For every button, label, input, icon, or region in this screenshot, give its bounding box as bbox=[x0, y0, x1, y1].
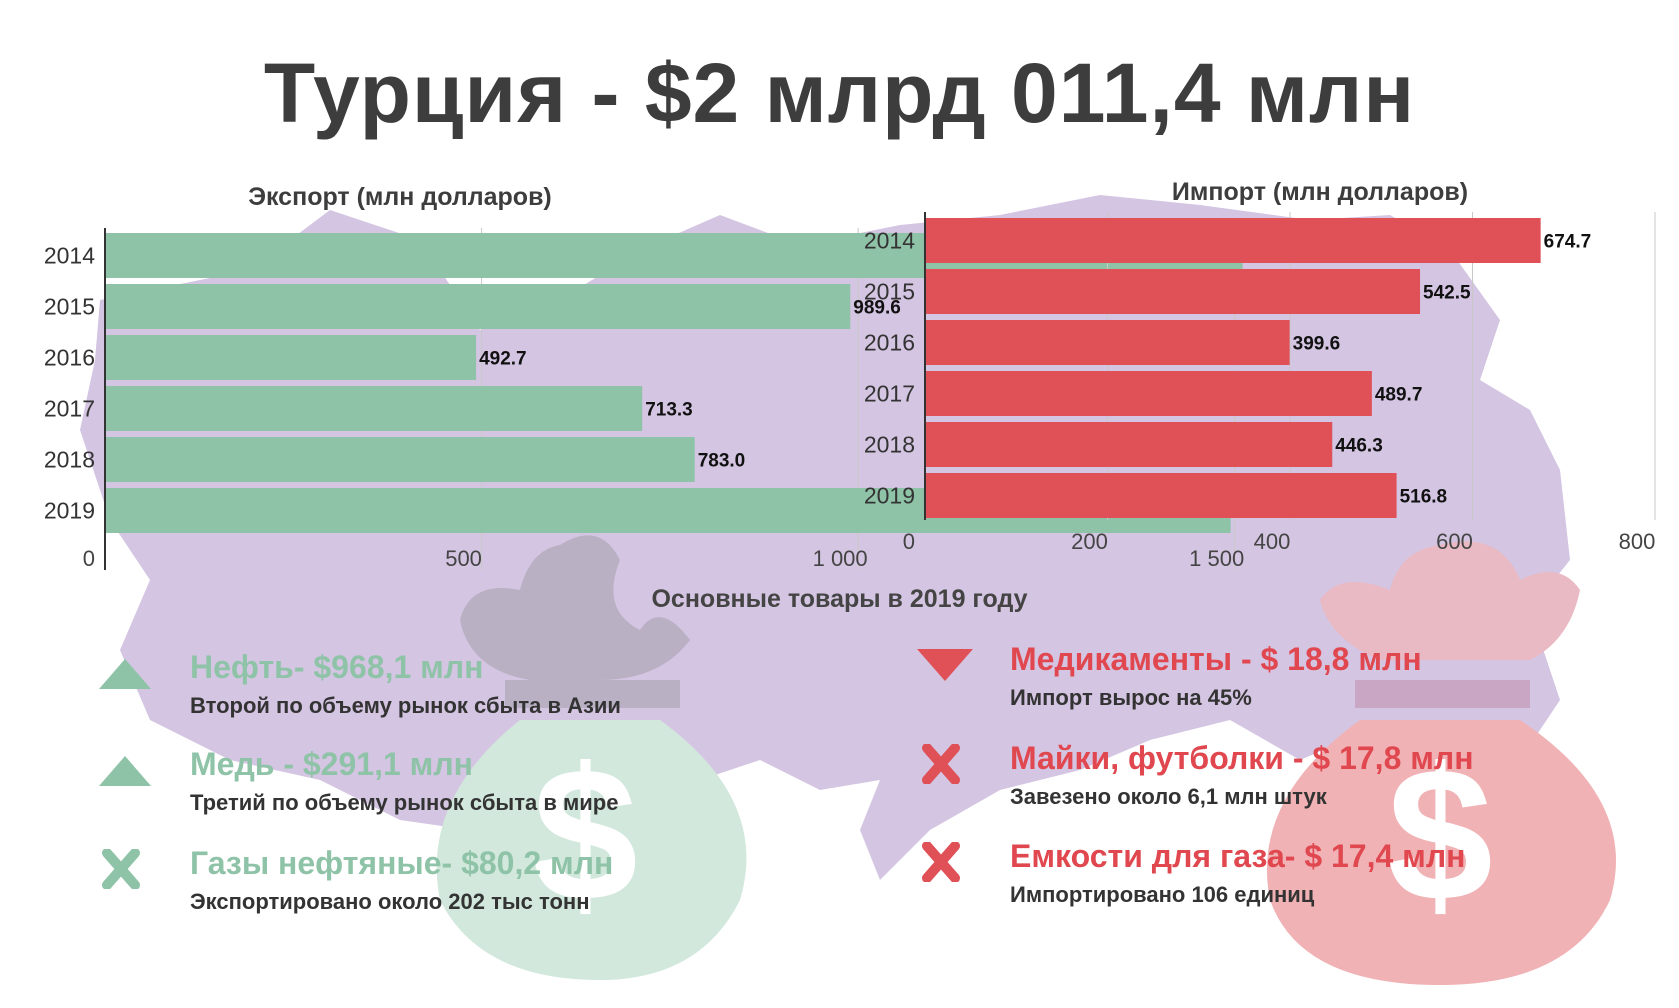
triangle-up-icon bbox=[99, 756, 151, 786]
triangle-down-icon bbox=[917, 649, 973, 681]
bar-value-label: 542.5 bbox=[1423, 283, 1471, 304]
bar bbox=[106, 284, 851, 329]
import-good-desc: Импорт вырос на 45% bbox=[1010, 685, 1252, 710]
money-bag-red-icon: $ bbox=[1266, 541, 1616, 985]
bar-value-label: 783.0 bbox=[698, 451, 746, 472]
export-good-name: Медь - $291,1 млн bbox=[190, 746, 473, 782]
import-good-desc: Импортировано 106 единиц bbox=[1010, 882, 1315, 907]
bar-value-label: 492.7 bbox=[479, 349, 527, 370]
bar bbox=[106, 437, 695, 482]
import-good-name: Медикаменты - $ 18,8 млн bbox=[1010, 641, 1422, 677]
bar-value-label: 989.6 bbox=[853, 298, 901, 319]
money-bag-green-icon: $ bbox=[436, 535, 747, 980]
x-tick-label: 800 bbox=[1619, 529, 1656, 554]
bar-value-label: 446.3 bbox=[1335, 436, 1383, 457]
x-tick-label: 1 500 bbox=[1189, 546, 1244, 571]
y-tick-label: 2018 bbox=[864, 432, 915, 458]
y-tick-label: 2014 bbox=[864, 228, 915, 254]
cross-icon bbox=[922, 744, 960, 784]
bar bbox=[926, 320, 1290, 365]
export-good-desc: Третий по объему рынок сбыта в мире bbox=[190, 790, 619, 815]
bar-value-label: 516.8 bbox=[1400, 487, 1448, 508]
bar-value-label: 489.7 bbox=[1375, 385, 1423, 406]
bar bbox=[926, 473, 1397, 518]
bar bbox=[926, 269, 1421, 314]
cross-icon bbox=[102, 849, 140, 889]
y-tick-label: 2017 bbox=[44, 396, 95, 422]
bar bbox=[926, 422, 1333, 467]
export-good-name: Нефть- $968,1 млн bbox=[190, 649, 484, 685]
page-title: Турция - $2 млрд 011,4 млн bbox=[263, 46, 1416, 140]
bar-value-label: 674.7 bbox=[1544, 232, 1592, 253]
x-tick-label: 0 bbox=[903, 529, 915, 554]
y-tick-label: 2019 bbox=[864, 483, 915, 509]
x-tick-label: 600 bbox=[1436, 529, 1473, 554]
y-tick-label: 2016 bbox=[864, 330, 915, 356]
goods-section-title: Основные товары в 2019 году bbox=[651, 585, 1028, 613]
y-tick-label: 2015 bbox=[44, 294, 95, 320]
x-tick-label: 500 bbox=[445, 546, 482, 571]
bar-value-label: 713.3 bbox=[645, 400, 693, 421]
svg-text:$: $ bbox=[1387, 729, 1493, 941]
export-good-desc: Экспортировано около 202 тыс тонн bbox=[190, 889, 590, 914]
bar bbox=[926, 218, 1541, 263]
y-tick-label: 2017 bbox=[864, 381, 915, 407]
x-tick-label: 400 bbox=[1254, 529, 1291, 554]
bar-value-label: 399.6 bbox=[1293, 334, 1341, 355]
x-tick-label: 0 bbox=[83, 546, 95, 571]
y-tick-label: 2019 bbox=[44, 498, 95, 524]
y-tick-label: 2015 bbox=[864, 279, 915, 305]
import-good-desc: Завезено около 6,1 млн штук bbox=[1010, 784, 1327, 809]
bar bbox=[106, 335, 477, 380]
cross-icon bbox=[922, 842, 960, 882]
import-good-name: Майки, футболки - $ 17,8 млн bbox=[1010, 740, 1474, 776]
import-good-name: Емкости для газа- $ 17,4 млн bbox=[1010, 838, 1466, 874]
y-tick-label: 2014 bbox=[44, 243, 95, 269]
y-tick-label: 2016 bbox=[44, 345, 95, 371]
bar bbox=[926, 371, 1372, 416]
x-tick-label: 1 000 bbox=[813, 546, 868, 571]
export-good-desc: Второй по объему рынок сбыта в Азии bbox=[190, 693, 621, 718]
svg-text:$: $ bbox=[532, 729, 638, 941]
export-chart-title: Экспорт (млн долларов) bbox=[248, 183, 552, 211]
export-good-name: Газы нефтяные- $80,2 млн bbox=[190, 845, 614, 881]
bar bbox=[106, 386, 643, 431]
import-chart-title: Импорт (млн долларов) bbox=[1171, 178, 1469, 206]
y-tick-label: 2018 bbox=[44, 447, 95, 473]
triangle-up-icon bbox=[99, 659, 151, 689]
x-tick-label: 200 bbox=[1071, 529, 1108, 554]
